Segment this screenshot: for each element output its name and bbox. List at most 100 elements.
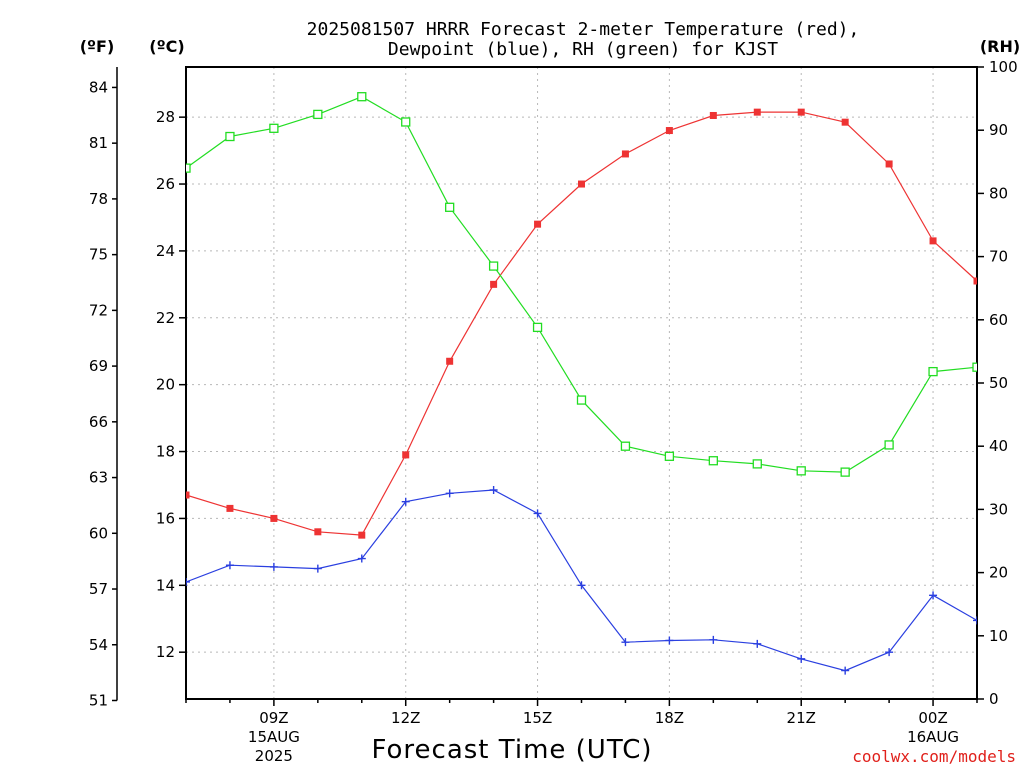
celsius-tick-label: 20 xyxy=(156,376,175,394)
temperature-point xyxy=(314,528,322,536)
x-tick-label: 21Z xyxy=(787,709,816,727)
dewpoint-point xyxy=(973,616,977,625)
temperature-point xyxy=(709,111,717,119)
rh-tick-label: 10 xyxy=(989,627,1008,645)
dewpoint-point xyxy=(401,497,410,506)
fahrenheit-tick-label: 60 xyxy=(89,524,108,542)
temperature-point xyxy=(973,277,977,285)
dewpoint-point xyxy=(929,591,938,600)
rh-point xyxy=(313,109,323,120)
temperature-point xyxy=(490,280,498,288)
temperature-point xyxy=(358,531,366,539)
fahrenheit-axis-unit: (ºF) xyxy=(80,37,115,56)
dewpoint-point xyxy=(186,577,190,586)
celsius-tick-label: 16 xyxy=(156,509,175,527)
fahrenheit-tick-label: 63 xyxy=(89,469,108,487)
rh-point xyxy=(752,459,762,469)
x-tick-label: 09Z xyxy=(259,709,288,727)
celsius-tick-label: 14 xyxy=(156,576,175,594)
rh-point xyxy=(532,322,543,333)
credit-text: coolwx.com/models xyxy=(852,747,1016,766)
temperature-point xyxy=(534,220,542,228)
rh-point xyxy=(357,92,367,102)
rh-point xyxy=(796,466,806,476)
dewpoint-point xyxy=(533,509,542,518)
temperature-point xyxy=(226,504,234,512)
dewpoint-point xyxy=(357,554,366,563)
rh-point xyxy=(972,362,977,372)
dewpoint-point xyxy=(841,666,850,675)
temperature-point xyxy=(621,150,629,158)
rh-point xyxy=(225,131,235,142)
celsius-axis-unit: (ºC) xyxy=(149,37,184,56)
rh-tick-label: 20 xyxy=(989,564,1008,582)
chart-title-line-2: Dewpoint (blue), RH (green) for KJST xyxy=(388,39,778,60)
fahrenheit-tick-label: 66 xyxy=(89,413,108,431)
dewpoint-point xyxy=(313,564,322,573)
fahrenheit-tick-label: 51 xyxy=(89,691,108,709)
fahrenheit-tick-label: 57 xyxy=(89,580,108,598)
temperature-line xyxy=(186,111,977,536)
fahrenheit-tick-label: 72 xyxy=(89,301,108,319)
rh-point xyxy=(928,366,938,377)
rh-series xyxy=(186,92,977,477)
x-tick-label: 18Z xyxy=(655,709,684,727)
dewpoint-point xyxy=(269,562,278,571)
celsius-tick-label: 26 xyxy=(156,175,175,193)
celsius-tick-label: 22 xyxy=(156,309,175,327)
fahrenheit-tick-label: 75 xyxy=(89,246,108,264)
rh-axis-unit: (RH) xyxy=(980,37,1020,56)
temperature-point xyxy=(665,127,673,135)
rh-tick-label: 30 xyxy=(989,500,1008,518)
rh-point xyxy=(620,441,631,451)
rh-point xyxy=(269,123,279,133)
dewpoint-point xyxy=(753,639,762,648)
x-tick-label: 16AUG xyxy=(907,728,959,746)
x-tick-label: 15Z xyxy=(523,709,552,727)
dewpoint-point xyxy=(445,489,454,498)
celsius-tick-label: 12 xyxy=(156,643,175,661)
celsius-tick-label: 28 xyxy=(156,108,175,126)
dewpoint-series xyxy=(186,486,977,675)
rh-tick-label: 50 xyxy=(989,374,1008,392)
grid xyxy=(186,67,977,699)
temperature-point xyxy=(885,160,893,168)
rh-tick-label: 0 xyxy=(989,690,999,708)
x-tick-label: 2025 xyxy=(255,747,293,765)
rh-line xyxy=(186,96,977,473)
rh-point xyxy=(664,451,675,461)
rh-tick-label: 70 xyxy=(989,248,1008,266)
rh-point xyxy=(840,467,850,477)
dewpoint-point xyxy=(621,638,630,647)
rh-point xyxy=(401,117,411,127)
dewpoint-point xyxy=(797,654,806,663)
temperature-point xyxy=(446,357,454,365)
dewpoint-point xyxy=(489,486,498,495)
celsius-tick-label: 18 xyxy=(156,443,175,461)
dewpoint-point xyxy=(225,561,234,570)
rh-point xyxy=(488,261,499,271)
rh-tick-label: 100 xyxy=(989,58,1018,76)
rh-tick-label: 90 xyxy=(989,121,1008,139)
temperature-point xyxy=(578,180,585,188)
fahrenheit-tick-label: 54 xyxy=(89,636,108,654)
x-axis-title: Forecast Time (UTC) xyxy=(371,735,652,765)
dewpoint-line xyxy=(186,489,977,672)
fahrenheit-tick-label: 69 xyxy=(89,357,108,375)
rh-point xyxy=(884,440,894,450)
dewpoint-point xyxy=(577,581,586,590)
fahrenheit-tick-label: 78 xyxy=(89,190,108,208)
celsius-tick-label: 24 xyxy=(156,242,175,260)
plot-frame xyxy=(185,66,978,700)
temperature-point xyxy=(929,237,937,245)
rh-tick-label: 80 xyxy=(989,184,1008,202)
chart-title: 2025081507 HRRR Forecast 2-meter Tempera… xyxy=(307,19,860,60)
rh-point xyxy=(186,163,191,173)
fahrenheit-tick-label: 81 xyxy=(89,134,108,152)
rh-point xyxy=(576,395,587,405)
dewpoint-point xyxy=(709,635,718,644)
series-layer xyxy=(186,92,977,675)
x-tick-label: 00Z xyxy=(918,709,947,727)
rh-tick-label: 40 xyxy=(989,437,1008,455)
